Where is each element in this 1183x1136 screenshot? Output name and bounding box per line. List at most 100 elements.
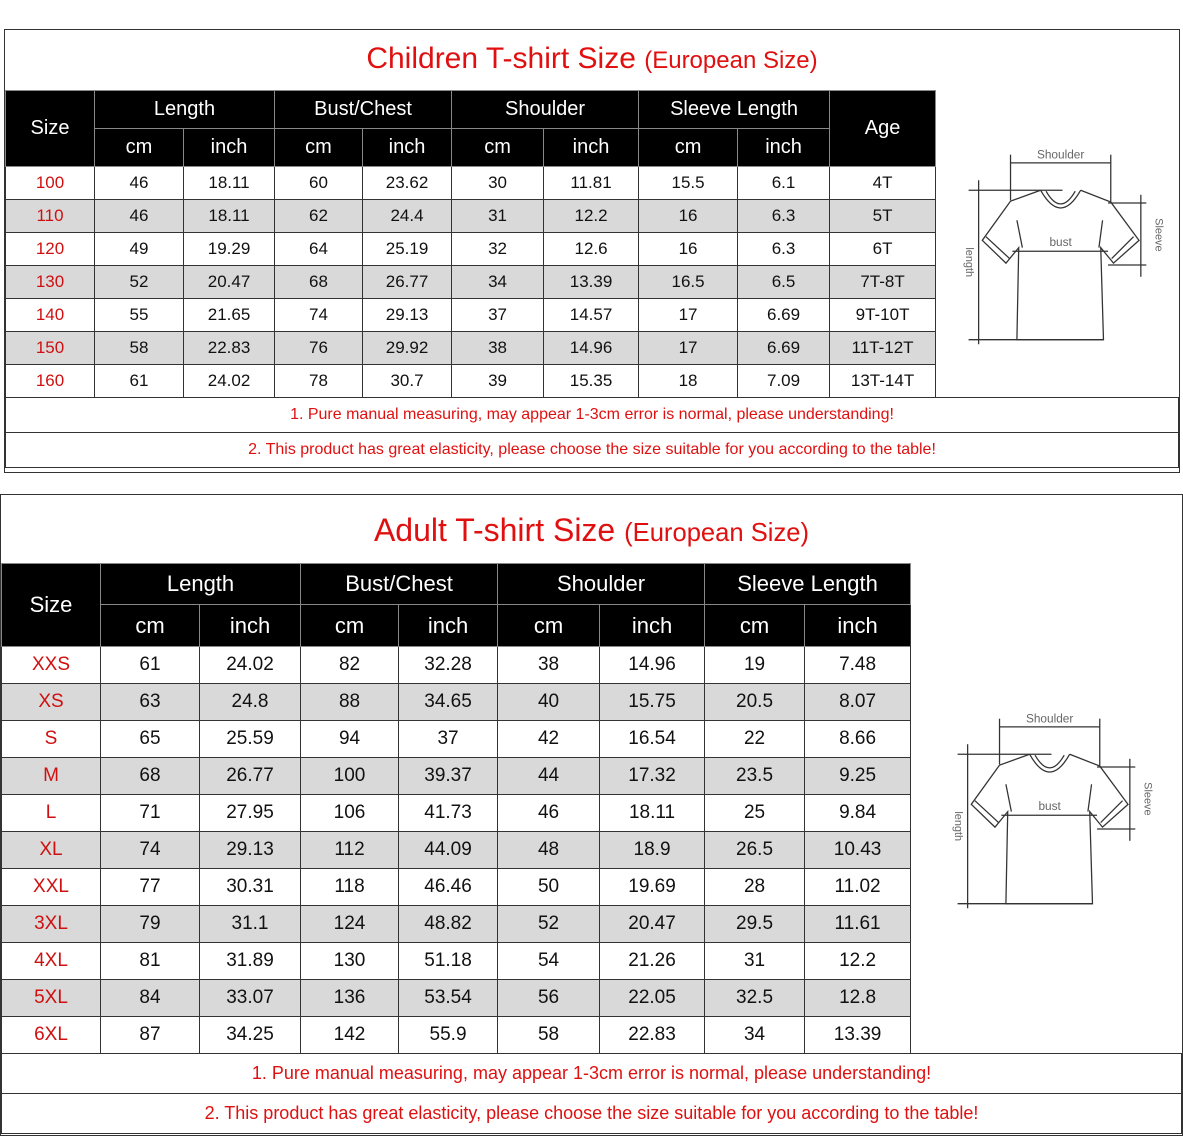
diagram-cell: Shoulder bust Sleeve length [935, 90, 1179, 398]
value-cell: 6.3 [737, 199, 831, 233]
adult-chart-title: Adult T-shirt Size (European Size) [1, 512, 1182, 549]
value-cell: 34.65 [398, 683, 499, 721]
table-row: XXL 77 30.31 118 46.46 50 19.69 28 11.02 [1, 868, 1182, 906]
value-cell: 24.02 [182, 364, 276, 398]
value-cell: 31.89 [198, 942, 302, 980]
size-cell: M [1, 757, 101, 795]
header-length: Length [93, 90, 276, 129]
table-row: 4XL 81 31.89 130 51.18 54 21.26 31 12.2 [1, 942, 1182, 980]
value-cell: 88 [300, 683, 400, 721]
value-cell: 31.1 [198, 905, 302, 943]
value-cell: 19 [704, 646, 806, 684]
value-cell: 63 [100, 683, 200, 721]
table-row: 6XL 87 34.25 142 55.9 58 22.83 34 13.39 [1, 1016, 1182, 1054]
note-1: 1. Pure manual measuring, may appear 1-3… [5, 397, 1179, 433]
value-cell: 54 [497, 942, 601, 980]
value-cell: 8.66 [804, 720, 912, 758]
header-unit-cm: cm [300, 604, 400, 647]
value-cell: 17.32 [599, 757, 706, 795]
value-cell: 11T-12T [829, 331, 937, 365]
size-cell: XL [1, 831, 101, 869]
value-cell: 4T [829, 166, 937, 200]
value-cell: 48 [497, 831, 601, 869]
value-cell: 13T-14T [829, 364, 937, 398]
value-cell: 18.11 [182, 199, 276, 233]
header-bust: Bust/Chest [300, 563, 499, 605]
bust-label: bust [1050, 235, 1073, 249]
value-cell: 37 [398, 720, 499, 758]
sleeve-label: Sleeve [1142, 782, 1154, 815]
value-cell: 23.5 [704, 757, 806, 795]
size-cell: 110 [5, 199, 95, 233]
size-cell: 6XL [1, 1016, 101, 1054]
value-cell: 40 [497, 683, 601, 721]
value-cell: 20.47 [599, 905, 706, 943]
shoulder-label: Shoulder [1037, 147, 1084, 161]
size-cell: 5XL [1, 979, 101, 1017]
value-cell: 34 [451, 265, 545, 299]
table-row: 110 46 18.11 62 24.4 31 12.2 16 6.3 5T [5, 199, 1179, 233]
size-cell: S [1, 720, 101, 758]
value-cell: 12.2 [543, 199, 640, 233]
value-cell: 15.75 [599, 683, 706, 721]
value-cell: 30.31 [198, 868, 302, 906]
value-cell: 33.07 [198, 979, 302, 1017]
value-cell: 7.09 [737, 364, 831, 398]
value-cell: 26.77 [198, 757, 302, 795]
note-1: 1. Pure manual measuring, may appear 1-3… [1, 1053, 1182, 1094]
value-cell: 44.09 [398, 831, 499, 869]
value-cell: 22.05 [599, 979, 706, 1017]
tshirt-measurement-diagram: Shoulder bust Sleeve length [952, 712, 1154, 909]
value-cell: 15.35 [543, 364, 640, 398]
title-main: Children T-shirt Size [366, 42, 636, 75]
value-cell: 14.96 [599, 646, 706, 684]
header-unit-cm: cm [497, 604, 601, 647]
value-cell: 18.9 [599, 831, 706, 869]
size-cell: 130 [5, 265, 95, 299]
value-cell: 65 [100, 720, 200, 758]
value-cell: 6.3 [737, 232, 831, 266]
length-label: length [963, 247, 975, 277]
value-cell: 44 [497, 757, 601, 795]
size-cell: 4XL [1, 942, 101, 980]
value-cell: 17 [638, 298, 739, 332]
size-cell: XXL [1, 868, 101, 906]
value-cell: 26.5 [704, 831, 806, 869]
header-sleeve: Sleeve Length [704, 563, 912, 605]
header-size: Size [1, 563, 101, 647]
value-cell: 31 [451, 199, 545, 233]
table-row: L 71 27.95 106 41.73 46 18.11 25 9.84 [1, 794, 1182, 832]
value-cell: 19.69 [599, 868, 706, 906]
table-row: 130 52 20.47 68 26.77 34 13.39 16.5 6.5 7T-8T [5, 265, 1179, 299]
value-cell: 16 [638, 199, 739, 233]
value-cell: 26.77 [362, 265, 453, 299]
value-cell: 87 [100, 1016, 200, 1054]
children-size-chart: Children T-shirt Size (European Size) Si… [4, 29, 1180, 473]
table-row: 5XL 84 33.07 136 53.54 56 22.05 32.5 12.8 [1, 979, 1182, 1017]
adult-size-chart: Adult T-shirt Size (European Size) Size … [0, 494, 1183, 1136]
value-cell: 18.11 [599, 794, 706, 832]
value-cell: 22.83 [599, 1016, 706, 1054]
value-cell: 6T [829, 232, 937, 266]
note-2: 2. This product has great elasticity, pl… [1, 1093, 1182, 1134]
value-cell: 9T-10T [829, 298, 937, 332]
value-cell: 13.39 [543, 265, 640, 299]
header-unit-cm: cm [94, 128, 184, 167]
header-unit-cm: cm [451, 128, 545, 167]
value-cell: 52 [497, 905, 601, 943]
header-bust: Bust/Chest [274, 90, 453, 129]
size-cell: L [1, 794, 101, 832]
value-cell: 71 [100, 794, 200, 832]
value-cell: 74 [100, 831, 200, 869]
value-cell: 27.95 [198, 794, 302, 832]
header-unit-inch: inch [804, 604, 912, 647]
length-label: length [952, 812, 964, 842]
value-cell: 142 [300, 1016, 400, 1054]
value-cell: 6.1 [737, 166, 831, 200]
value-cell: 124 [300, 905, 400, 943]
value-cell: 39.37 [398, 757, 499, 795]
value-cell: 16 [638, 232, 739, 266]
children-chart-title: Children T-shirt Size (European Size) [5, 42, 1179, 77]
value-cell: 42 [497, 720, 601, 758]
title-main: Adult T-shirt Size [373, 512, 616, 548]
